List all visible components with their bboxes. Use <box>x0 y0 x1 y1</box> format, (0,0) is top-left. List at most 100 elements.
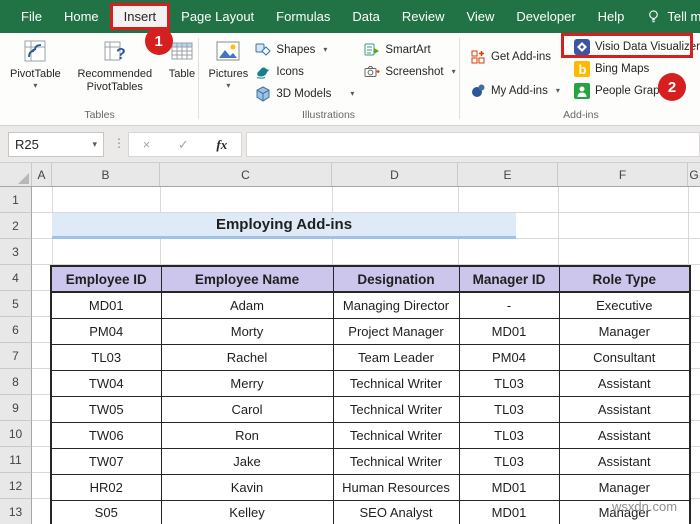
table-cell[interactable]: Assistant <box>558 395 691 423</box>
table-cell[interactable]: MD01 <box>458 317 560 345</box>
table-cell[interactable]: Kavin <box>160 473 334 501</box>
row-header[interactable]: 2 <box>0 213 32 239</box>
table-cell[interactable]: TW07 <box>50 447 162 475</box>
table-cell[interactable]: PM04 <box>50 317 162 345</box>
column-header-a[interactable]: A <box>32 163 52 186</box>
table-cell[interactable]: S05 <box>50 499 162 524</box>
table-cell[interactable]: Adam <box>160 291 334 319</box>
table-cell[interactable]: Team Leader <box>332 343 460 371</box>
table-cell[interactable]: TW06 <box>50 421 162 449</box>
table-cell[interactable]: Project Manager <box>332 317 460 345</box>
chevron-down-icon[interactable]: ▾ <box>92 139 97 149</box>
table-cell[interactable]: - <box>458 291 560 319</box>
row-header[interactable]: 9 <box>0 395 32 421</box>
table-header-cell[interactable]: Designation <box>332 265 460 293</box>
table-cell[interactable]: MD01 <box>458 499 560 524</box>
visio-data-visualizer-button[interactable]: Visio Data Visualizer <box>573 36 700 57</box>
table-cell[interactable]: Technical Writer <box>332 421 460 449</box>
formula-input[interactable] <box>246 132 700 157</box>
column-header-e[interactable]: E <box>458 163 558 186</box>
table-cell[interactable]: Consultant <box>558 343 691 371</box>
tab-data[interactable]: Data <box>352 9 380 24</box>
insert-function-icon[interactable]: fx <box>216 136 228 152</box>
table-button[interactable]: Table <box>169 33 195 81</box>
table-cell[interactable]: Manager <box>558 317 691 345</box>
name-box[interactable]: R25 ▾ <box>8 132 104 157</box>
table-cell[interactable]: SEO Analyst <box>332 499 460 524</box>
table-cell[interactable]: Executive <box>558 291 691 319</box>
3d-models-button[interactable]: 3D Models ▾ <box>255 83 354 104</box>
pivottable-button[interactable]: PivotTable ▾ <box>10 33 61 90</box>
recommended-pivottables-button[interactable]: ? Recommended PivotTables <box>69 33 161 93</box>
tab-home[interactable]: Home <box>63 9 99 24</box>
column-header-b[interactable]: B <box>52 163 160 186</box>
table-cell[interactable]: TL03 <box>458 447 560 475</box>
sheet-title-cell[interactable]: Employing Add-ins <box>52 213 516 239</box>
row-header[interactable]: 8 <box>0 369 32 395</box>
table-cell[interactable]: Carol <box>160 395 334 423</box>
table-cell[interactable]: Merry <box>160 369 334 397</box>
table-cell[interactable]: Technical Writer <box>332 447 460 475</box>
table-cell[interactable]: PM04 <box>458 343 560 371</box>
table-cell[interactable]: TW05 <box>50 395 162 423</box>
table-cell[interactable]: TW04 <box>50 369 162 397</box>
tab-tell-me[interactable]: Tell me <box>635 0 700 33</box>
row-header[interactable]: 11 <box>0 447 32 473</box>
table-cell[interactable]: TL03 <box>458 369 560 397</box>
shapes-button[interactable]: Shapes ▾ <box>255 39 354 60</box>
enter-icon[interactable]: ✓ <box>177 136 189 152</box>
cancel-icon[interactable]: × <box>142 137 151 152</box>
table-cell[interactable]: Manager <box>558 499 691 524</box>
select-all-corner[interactable] <box>0 163 32 186</box>
row-header[interactable]: 12 <box>0 473 32 499</box>
table-cell[interactable]: TL03 <box>458 395 560 423</box>
tab-page-layout[interactable]: Page Layout <box>181 9 255 24</box>
table-cell[interactable]: HR02 <box>50 473 162 501</box>
row-header[interactable]: 5 <box>0 291 32 317</box>
table-header-cell[interactable]: Role Type <box>558 265 691 293</box>
tab-help[interactable]: Help <box>597 9 625 24</box>
table-cell[interactable]: Jake <box>160 447 334 475</box>
table-cell[interactable]: MD01 <box>458 473 560 501</box>
row-header[interactable]: 1 <box>0 187 32 213</box>
table-cell[interactable]: Manager <box>558 473 691 501</box>
tab-file[interactable]: File <box>21 9 42 24</box>
table-cell[interactable]: Human Resources <box>332 473 460 501</box>
table-cell[interactable]: Kelley <box>160 499 334 524</box>
column-header-d[interactable]: D <box>332 163 458 186</box>
screenshot-button[interactable]: Screenshot ▾ <box>364 61 456 82</box>
row-header[interactable]: 13 <box>0 499 32 524</box>
table-cell[interactable]: Rachel <box>160 343 334 371</box>
table-cell[interactable]: Technical Writer <box>332 369 460 397</box>
row-header[interactable]: 4 <box>0 265 32 291</box>
tab-developer[interactable]: Developer <box>516 9 576 24</box>
table-cell[interactable]: Assistant <box>558 421 691 449</box>
smartart-button[interactable]: SmartArt <box>364 39 455 60</box>
tab-formulas[interactable]: Formulas <box>276 9 331 24</box>
table-header-cell[interactable]: Employee Name <box>160 265 334 293</box>
row-header[interactable]: 10 <box>0 421 32 447</box>
table-header-cell[interactable]: Employee ID <box>50 265 162 293</box>
people-graph-button[interactable]: People Graph <box>573 80 700 101</box>
tab-view[interactable]: View <box>466 9 495 24</box>
my-addins-button[interactable]: My Add-ins ▾ <box>470 80 574 101</box>
bing-maps-button[interactable]: b Bing Maps <box>573 58 700 79</box>
table-cell[interactable]: Assistant <box>558 447 691 475</box>
table-cell[interactable]: MD01 <box>50 291 162 319</box>
get-addins-button[interactable]: Get Add-ins <box>470 46 574 67</box>
tab-insert[interactable]: Insert 1 <box>109 3 173 55</box>
table-cell[interactable]: Assistant <box>558 369 691 397</box>
table-cell[interactable]: TL03 <box>458 421 560 449</box>
table-cell[interactable]: Managing Director <box>332 291 460 319</box>
table-cell[interactable]: Technical Writer <box>332 395 460 423</box>
column-header-c[interactable]: C <box>160 163 332 186</box>
pictures-button[interactable]: Pictures ▾ <box>205 33 251 90</box>
column-header-f[interactable]: F <box>558 163 688 186</box>
table-cell[interactable]: TL03 <box>50 343 162 371</box>
icons-button[interactable]: Icons <box>255 61 354 82</box>
column-header-g[interactable]: G <box>689 167 699 182</box>
row-header[interactable]: 6 <box>0 317 32 343</box>
row-header[interactable]: 7 <box>0 343 32 369</box>
table-header-cell[interactable]: Manager ID <box>458 265 560 293</box>
row-header[interactable]: 3 <box>0 239 32 265</box>
